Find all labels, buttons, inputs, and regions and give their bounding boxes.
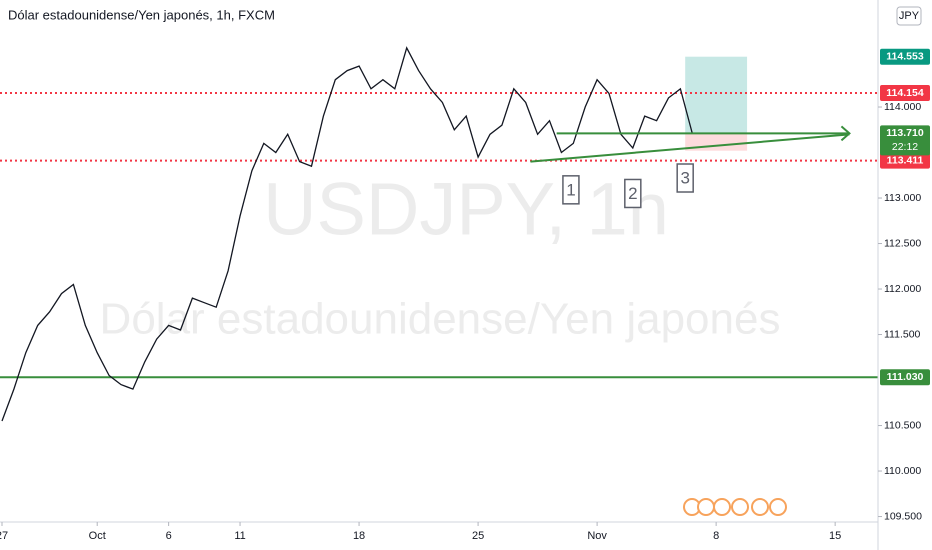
x-tick-label: 27 (0, 530, 8, 542)
event-icon[interactable] (713, 498, 731, 516)
target-label-box (880, 48, 930, 65)
currency-badge[interactable] (896, 6, 922, 26)
event-icon[interactable] (751, 498, 769, 516)
x-tick-label: Oct (89, 530, 106, 542)
countdown-label: 22:12 (892, 141, 918, 153)
watermark-subtitle: Dólar estadounidense/Yen japonés (100, 295, 781, 344)
watermark: USDJPY, 1h (263, 168, 669, 251)
price-line (1, 46, 693, 422)
level-label: 113.411 (887, 154, 924, 166)
arrow-head (840, 125, 851, 142)
chart-title: Dólar estadounidense/Yen japonés, 1h, FX… (8, 7, 275, 22)
annotation-label: 1 (566, 180, 575, 199)
trendline (530, 133, 850, 163)
y-tick-label: 111.500 (884, 328, 921, 340)
level-label-box (880, 85, 930, 102)
level-label: 114.154 (886, 87, 924, 99)
current-label: 113.710 (886, 127, 924, 139)
x-tick-label: 25 (472, 530, 484, 542)
y-tick-label: 110.000 (884, 465, 921, 477)
y-tick-label: 112.500 (884, 237, 921, 249)
y-tick-label: 114.000 (884, 101, 921, 113)
x-tick-label: 11 (234, 530, 245, 542)
x-tick-label: 15 (829, 530, 841, 542)
annotation-label: 2 (628, 184, 637, 203)
position-target-zone (685, 56, 748, 134)
x-tick-label: 8 (713, 530, 719, 542)
annotation-box (624, 178, 642, 209)
y-tick-label: 109.500 (884, 510, 922, 522)
annotation-label: 3 (680, 168, 689, 187)
currency-label: JPY (899, 10, 920, 22)
axis: 109.500 110.000 110.500 111.500 112.000 112.5… (0, 48, 930, 542)
current-label-box (880, 125, 930, 156)
annotation-box (562, 175, 580, 205)
annotation-box (676, 163, 694, 193)
event-icon[interactable] (769, 498, 787, 516)
level-label-box (880, 152, 930, 169)
event-icon[interactable] (731, 498, 749, 516)
x-tick-label: 18 (353, 530, 365, 542)
event-icon[interactable] (697, 498, 715, 516)
y-tick-label: 113.000 (884, 192, 921, 204)
y-tick-label: 110.500 (884, 419, 921, 431)
level-label-box (880, 369, 930, 386)
plot: 1 2 3 (0, 46, 878, 422)
y-tick-label: 112.000 (884, 283, 921, 295)
x-tick-label: 6 (166, 530, 172, 542)
level-label: 111.030 (887, 371, 924, 383)
x-tick-label: Nov (587, 530, 607, 542)
event-icons (683, 498, 787, 516)
target-label: 114.553 (886, 50, 924, 62)
